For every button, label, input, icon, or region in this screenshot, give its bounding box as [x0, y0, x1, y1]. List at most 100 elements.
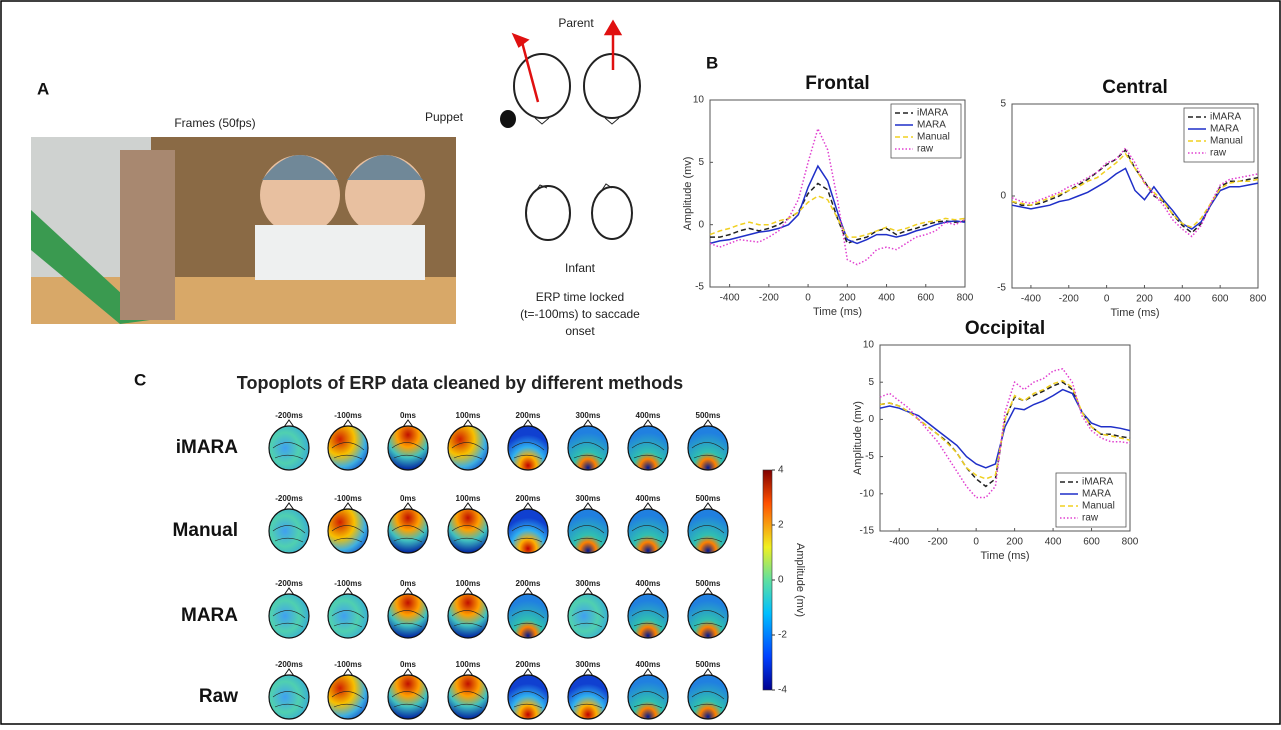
puppet-label: Puppet [425, 110, 464, 124]
y-tick-label: -10 [860, 488, 875, 499]
legend-label: Manual [1210, 136, 1243, 147]
time-label: -200ms [275, 579, 303, 588]
y-tick-label: 0 [698, 219, 704, 230]
time-label: -200ms [275, 411, 303, 420]
time-label: -100ms [334, 494, 362, 503]
time-label: 100ms [456, 411, 481, 420]
time-label: 100ms [456, 660, 481, 669]
y-axis-label: Amplitude (mv) [852, 401, 864, 475]
time-label: 100ms [456, 579, 481, 588]
x-tick-label: 400 [1174, 294, 1191, 305]
x-tick-label: 800 [957, 293, 974, 304]
legend-label: raw [917, 144, 934, 155]
erp-note: (t=-100ms) to saccade [520, 307, 640, 321]
time-label: 500ms [696, 579, 721, 588]
x-tick-label: 600 [1083, 537, 1100, 548]
x-tick-label: -200 [928, 537, 948, 548]
x-tick-label: 0 [1104, 294, 1110, 305]
time-label: 500ms [696, 494, 721, 503]
chart-title: Frontal [805, 73, 869, 94]
chart-title: Occipital [965, 318, 1045, 339]
y-tick-label: 0 [868, 414, 874, 425]
y-tick-label: 10 [863, 340, 875, 351]
time-label: 300ms [576, 660, 601, 669]
topoplot-title: Topoplots of ERP data cleaned by differe… [237, 373, 683, 393]
legend-label: raw [1210, 148, 1227, 159]
colorbar-tick-label: 4 [778, 465, 784, 476]
y-tick-label: 0 [1000, 191, 1006, 202]
parent-label: Parent [558, 16, 594, 30]
figure: A Frames (50fps) Puppet Parent Infant ER… [0, 0, 1281, 725]
legend-label: iMARA [1210, 112, 1241, 123]
time-label: -100ms [334, 579, 362, 588]
time-label: 400ms [636, 660, 661, 669]
time-label: 300ms [576, 494, 601, 503]
y-tick-label: 5 [1000, 99, 1006, 110]
time-label: 300ms [576, 411, 601, 420]
gaze-arrows [514, 22, 620, 102]
x-tick-label: 800 [1250, 294, 1267, 305]
colorbar [763, 470, 772, 690]
colorbar-tick-label: 0 [778, 575, 784, 586]
y-axis-label: Amplitude (mv) [682, 157, 694, 231]
time-label: 0ms [400, 660, 417, 669]
y-tick-label: -5 [865, 451, 874, 462]
x-tick-label: -400 [1021, 294, 1041, 305]
x-axis-label: Time (ms) [813, 306, 862, 318]
x-tick-label: -200 [759, 293, 779, 304]
row-label: Raw [199, 686, 238, 707]
legend-label: MARA [1082, 489, 1111, 500]
infant-label: Infant [565, 261, 596, 275]
x-tick-label: 0 [973, 537, 979, 548]
time-label: -200ms [275, 494, 303, 503]
time-label: 500ms [696, 660, 721, 669]
time-label: 400ms [636, 494, 661, 503]
x-tick-label: 600 [917, 293, 934, 304]
row-label: Manual [173, 520, 238, 541]
x-tick-label: 200 [1136, 294, 1153, 305]
legend-label: Manual [917, 132, 950, 143]
panel-label: C [134, 370, 146, 389]
x-tick-label: 400 [878, 293, 895, 304]
panel-label: B [706, 53, 718, 72]
x-tick-label: 800 [1122, 537, 1139, 548]
x-tick-label: 200 [839, 293, 856, 304]
x-tick-label: -400 [720, 293, 740, 304]
legend-label: iMARA [917, 108, 948, 119]
y-tick-label: -5 [997, 283, 1006, 294]
time-label: -100ms [334, 660, 362, 669]
video-frame [31, 137, 456, 324]
time-label: 200ms [516, 494, 541, 503]
erp-note: ERP time locked [536, 290, 624, 304]
time-label: 200ms [516, 579, 541, 588]
legend-label: iMARA [1082, 477, 1113, 488]
colorbar-tick-label: -4 [778, 685, 787, 696]
y-tick-label: -5 [695, 282, 704, 293]
colorbar-label: Amplitude (mv) [794, 543, 806, 617]
page: {"panel_a": {"label": "A", "frames_capti… [0, 0, 1281, 725]
x-axis-label: Time (ms) [980, 550, 1029, 562]
time-label: 100ms [456, 494, 481, 503]
legend-label: Manual [1082, 501, 1115, 512]
time-label: 200ms [516, 660, 541, 669]
time-label: 400ms [636, 411, 661, 420]
colorbar-tick-label: 2 [778, 520, 784, 531]
erp-note: onset [565, 324, 595, 338]
x-tick-label: 200 [1006, 537, 1023, 548]
row-label: iMARA [176, 437, 239, 458]
x-tick-label: 0 [805, 293, 811, 304]
time-label: -200ms [275, 660, 303, 669]
frames-caption: Frames (50fps) [174, 116, 255, 130]
chart-title: Central [1102, 77, 1167, 98]
row-label: MARA [181, 605, 238, 626]
y-tick-label: -15 [860, 526, 875, 537]
legend-label: raw [1082, 513, 1099, 524]
legend-label: MARA [1210, 124, 1239, 135]
x-tick-label: 600 [1212, 294, 1229, 305]
time-label: 0ms [400, 494, 417, 503]
legend-label: MARA [917, 120, 946, 131]
x-axis-label: Time (ms) [1110, 307, 1159, 319]
time-label: 0ms [400, 411, 417, 420]
panel-label: A [37, 79, 49, 98]
time-label: 200ms [516, 411, 541, 420]
